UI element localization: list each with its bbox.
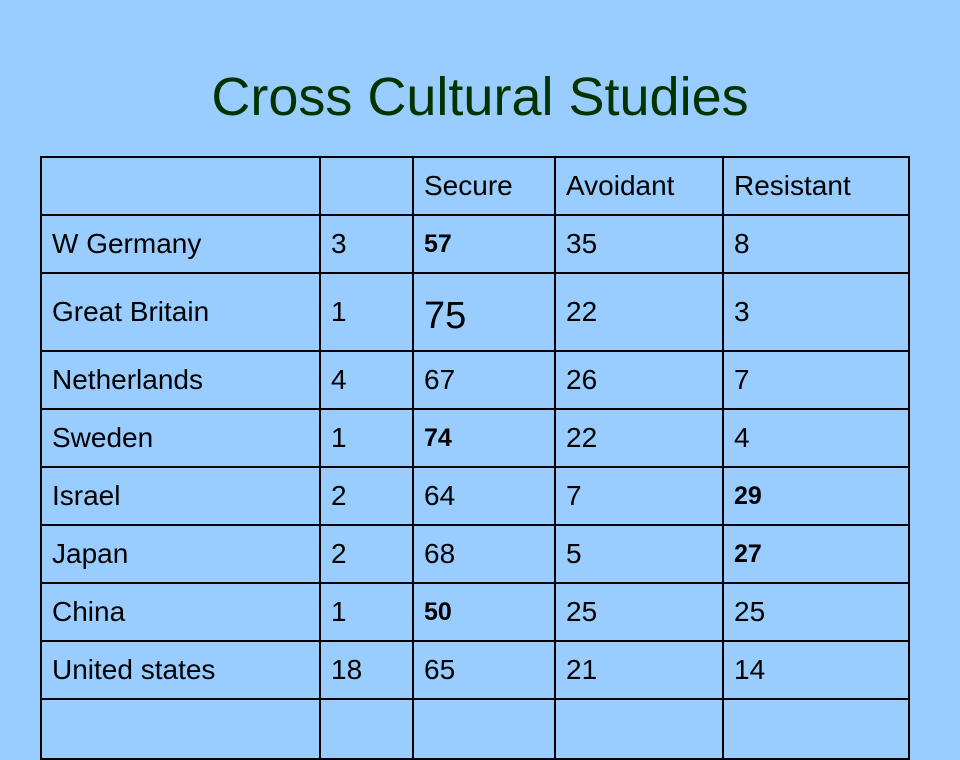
header-cell: Secure xyxy=(412,156,556,216)
resistant-cell: 27 xyxy=(722,524,910,584)
resistant-cell: 29 xyxy=(722,466,910,526)
secure-cell: 74 xyxy=(412,408,556,468)
header-cell xyxy=(319,156,414,216)
header-cell: Resistant xyxy=(722,156,910,216)
attachment-data-table: Secure Avoidant Resistant W Germany 3 57… xyxy=(40,156,910,760)
avoidant-cell: 25 xyxy=(554,582,724,642)
header-cell: Avoidant xyxy=(554,156,724,216)
resistant-cell: 7 xyxy=(722,350,910,410)
table-row: China 1 50 25 25 xyxy=(40,582,910,642)
table-row: Sweden 1 74 22 4 xyxy=(40,408,910,468)
table-row-empty xyxy=(40,698,910,760)
table-cell: 3 xyxy=(319,214,414,274)
table-header-row: Secure Avoidant Resistant xyxy=(40,156,910,216)
avoidant-cell: 21 xyxy=(554,640,724,700)
table-row: W Germany 3 57 35 8 xyxy=(40,214,910,274)
avoidant-cell: 35 xyxy=(554,214,724,274)
country-cell: Great Britain xyxy=(40,272,321,352)
table-cell: 2 xyxy=(319,524,414,584)
avoidant-cell: 22 xyxy=(554,408,724,468)
resistant-cell: 8 xyxy=(722,214,910,274)
resistant-cell: 4 xyxy=(722,408,910,468)
table-row: United states 18 65 21 14 xyxy=(40,640,910,700)
secure-cell: 68 xyxy=(412,524,556,584)
country-cell: Sweden xyxy=(40,408,321,468)
resistant-cell: 25 xyxy=(722,582,910,642)
resistant-cell: 3 xyxy=(722,272,910,352)
empty-cell xyxy=(722,698,910,760)
empty-cell xyxy=(319,698,414,760)
avoidant-cell: 26 xyxy=(554,350,724,410)
secure-cell: 75 xyxy=(412,272,556,352)
empty-cell xyxy=(412,698,556,760)
table-cell: 4 xyxy=(319,350,414,410)
table-row: Israel 2 64 7 29 xyxy=(40,466,910,526)
country-cell: United states xyxy=(40,640,321,700)
secure-cell: 64 xyxy=(412,466,556,526)
table-row: Netherlands 4 67 26 7 xyxy=(40,350,910,410)
table-row: Great Britain 1 75 22 3 xyxy=(40,272,910,352)
table-cell: 2 xyxy=(319,466,414,526)
secure-cell: 65 xyxy=(412,640,556,700)
table-cell: 1 xyxy=(319,582,414,642)
country-cell: Japan xyxy=(40,524,321,584)
avoidant-cell: 22 xyxy=(554,272,724,352)
secure-cell: 67 xyxy=(412,350,556,410)
country-cell: China xyxy=(40,582,321,642)
country-cell: W Germany xyxy=(40,214,321,274)
avoidant-cell: 5 xyxy=(554,524,724,584)
resistant-cell: 14 xyxy=(722,640,910,700)
table-cell: 1 xyxy=(319,272,414,352)
country-cell: Netherlands xyxy=(40,350,321,410)
secure-cell: 57 xyxy=(412,214,556,274)
empty-cell xyxy=(554,698,724,760)
empty-cell xyxy=(40,698,321,760)
header-cell xyxy=(40,156,321,216)
table-cell: 18 xyxy=(319,640,414,700)
table-cell: 1 xyxy=(319,408,414,468)
country-cell: Israel xyxy=(40,466,321,526)
table-row: Japan 2 68 5 27 xyxy=(40,524,910,584)
avoidant-cell: 7 xyxy=(554,466,724,526)
secure-cell: 50 xyxy=(412,582,556,642)
slide-title: Cross Cultural Studies xyxy=(211,67,749,127)
